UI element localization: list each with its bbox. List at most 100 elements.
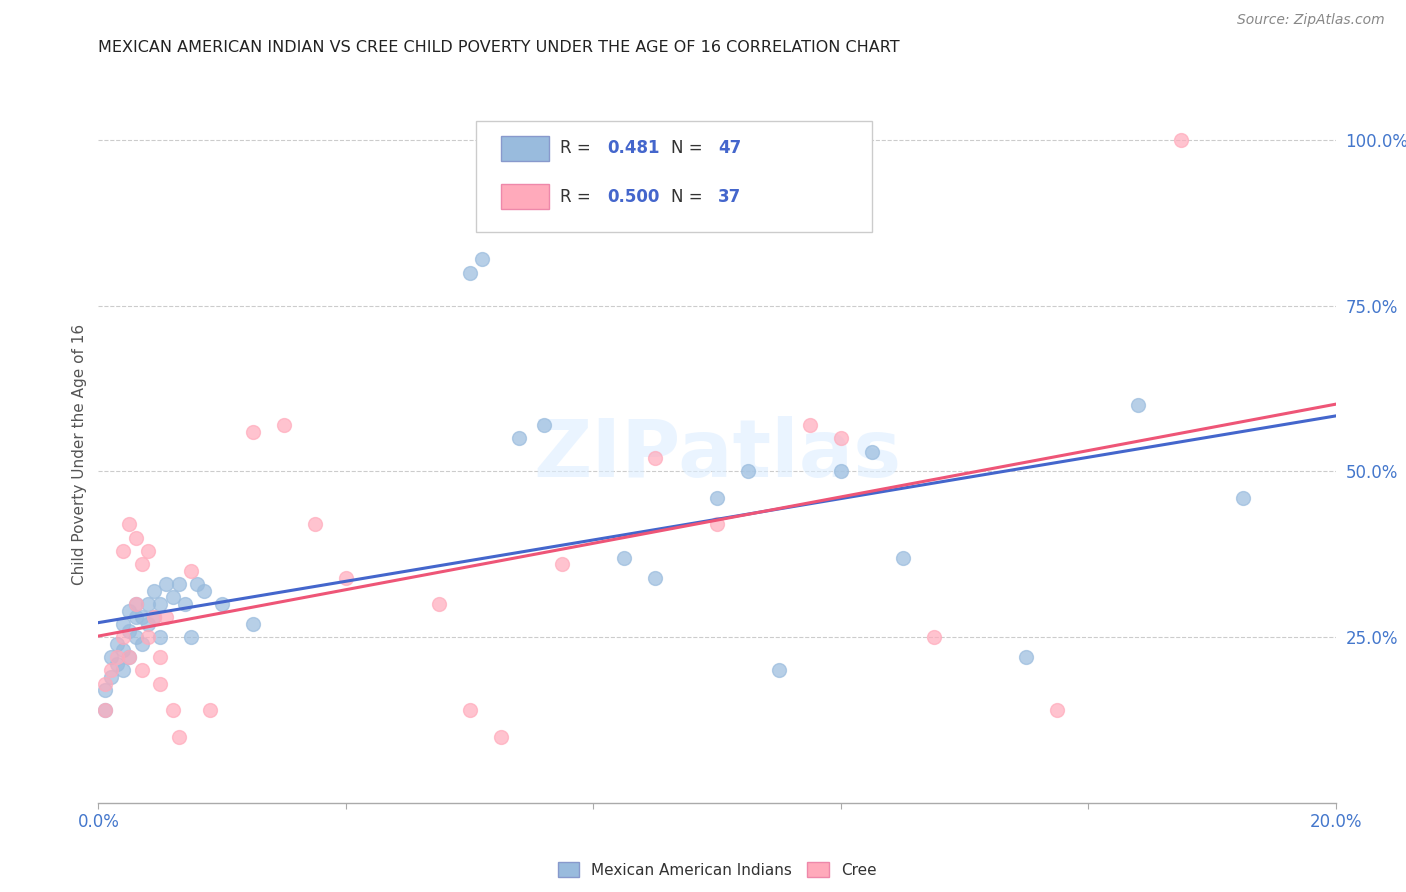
Point [105, 637, 128, 651]
Point [1126, 398, 1149, 412]
Point [1015, 650, 1038, 665]
Point [93, 683, 115, 698]
Point [124, 630, 146, 644]
FancyBboxPatch shape [501, 136, 548, 161]
Point [155, 610, 177, 624]
Point [100, 670, 122, 684]
Point [136, 630, 159, 644]
Point [180, 564, 202, 578]
Point [508, 431, 530, 445]
Point [768, 663, 790, 677]
Point [1170, 133, 1192, 147]
Point [149, 676, 172, 690]
Text: N =: N = [671, 188, 709, 206]
Point [860, 444, 883, 458]
Point [458, 266, 481, 280]
Text: 47: 47 [718, 139, 741, 157]
Point [136, 616, 159, 631]
Point [427, 597, 450, 611]
Point [136, 544, 159, 558]
Text: Source: ZipAtlas.com: Source: ZipAtlas.com [1237, 13, 1385, 28]
Point [830, 465, 852, 479]
Point [551, 558, 574, 572]
Point [1232, 491, 1254, 505]
Point [162, 703, 184, 717]
Point [167, 730, 190, 744]
Point [105, 650, 128, 665]
Point [112, 643, 135, 657]
Y-axis label: Child Poverty Under the Age of 16: Child Poverty Under the Age of 16 [72, 325, 87, 585]
Point [471, 252, 494, 267]
Point [131, 663, 153, 677]
Point [155, 577, 177, 591]
Text: R =: R = [560, 188, 596, 206]
Point [93, 676, 115, 690]
Point [112, 663, 135, 677]
Point [118, 624, 141, 638]
Point [489, 730, 512, 744]
Point [180, 630, 202, 644]
Point [112, 544, 135, 558]
Point [143, 610, 166, 624]
Point [706, 491, 728, 505]
Point [613, 550, 636, 565]
Point [799, 418, 821, 433]
Point [162, 591, 184, 605]
Point [143, 610, 166, 624]
FancyBboxPatch shape [501, 185, 548, 210]
Point [211, 597, 233, 611]
Point [124, 597, 146, 611]
Legend: Mexican American Indians, Cree: Mexican American Indians, Cree [550, 855, 884, 886]
Point [891, 550, 914, 565]
Point [131, 610, 153, 624]
Point [830, 431, 852, 445]
Point [105, 657, 128, 671]
Point [124, 531, 146, 545]
Point [304, 517, 326, 532]
Point [644, 451, 666, 466]
Text: 37: 37 [718, 188, 741, 206]
Point [335, 570, 357, 584]
Text: N =: N = [671, 139, 709, 157]
Point [124, 597, 146, 611]
Point [118, 650, 141, 665]
Point [167, 577, 190, 591]
Point [131, 558, 153, 572]
Point [112, 630, 135, 644]
Point [136, 597, 159, 611]
Point [706, 517, 728, 532]
Point [533, 418, 555, 433]
Text: MEXICAN AMERICAN INDIAN VS CREE CHILD POVERTY UNDER THE AGE OF 16 CORRELATION CH: MEXICAN AMERICAN INDIAN VS CREE CHILD PO… [98, 40, 900, 55]
Text: R =: R = [560, 139, 596, 157]
Point [118, 517, 141, 532]
Point [143, 583, 166, 598]
Point [93, 703, 115, 717]
Point [100, 650, 122, 665]
Point [198, 703, 221, 717]
Point [100, 663, 122, 677]
Point [149, 650, 172, 665]
Point [124, 610, 146, 624]
Point [273, 418, 295, 433]
Point [93, 703, 115, 717]
Point [186, 577, 208, 591]
Point [118, 650, 141, 665]
Point [1046, 703, 1069, 717]
Text: ZIPatlas: ZIPatlas [533, 416, 901, 494]
Point [737, 465, 759, 479]
Point [458, 703, 481, 717]
Text: 0.500: 0.500 [607, 188, 659, 206]
Point [149, 597, 172, 611]
Point [922, 630, 945, 644]
Point [118, 604, 141, 618]
Point [242, 616, 264, 631]
Point [242, 425, 264, 439]
Point [644, 570, 666, 584]
Point [193, 583, 215, 598]
Text: 0.481: 0.481 [607, 139, 659, 157]
Point [174, 597, 197, 611]
Point [131, 637, 153, 651]
Point [112, 616, 135, 631]
Point [149, 630, 172, 644]
FancyBboxPatch shape [475, 121, 872, 232]
